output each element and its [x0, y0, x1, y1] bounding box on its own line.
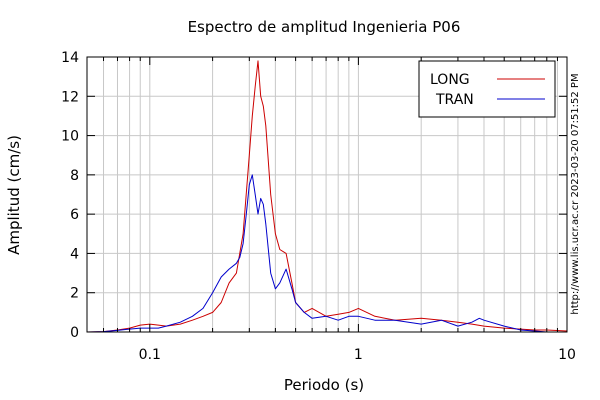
x-axis-title: Periodo (s)	[284, 376, 364, 394]
y-tick-label: 4	[70, 246, 79, 262]
legend-box	[418, 60, 556, 118]
x-tick-label: 1	[354, 347, 363, 363]
series-line-tran	[86, 174, 567, 333]
y-tick-label: 8	[70, 168, 79, 184]
series-lines	[86, 60, 568, 333]
x-tick-label: 10	[558, 347, 576, 363]
y-tick-label: 12	[61, 89, 79, 105]
legend-label-long: LONG	[430, 72, 470, 88]
y-axis-title: Amplitud (cm/s)	[5, 135, 23, 255]
legend: LONG TRAN	[418, 60, 556, 118]
y-tick-label: 0	[70, 325, 79, 341]
plot-frame	[86, 56, 568, 333]
legend-label-tran: TRAN	[435, 92, 474, 108]
chart-title: Espectro de amplitud Ingenieria P06	[188, 18, 461, 36]
y-tick-label: 2	[70, 286, 79, 302]
side-stamp: http://www.lis.ucr.ac.cr 2023-03-20 07:5…	[570, 73, 581, 314]
y-tick-label: 6	[70, 207, 79, 223]
y-tick-label: 10	[61, 129, 79, 145]
y-tick-label: 14	[61, 50, 79, 66]
series-line-long	[86, 60, 568, 333]
x-tick-label: 0.1	[139, 347, 161, 363]
axis-ticks: 0 2 4 6 8 10 12 14 0.1 1 10	[61, 50, 576, 363]
